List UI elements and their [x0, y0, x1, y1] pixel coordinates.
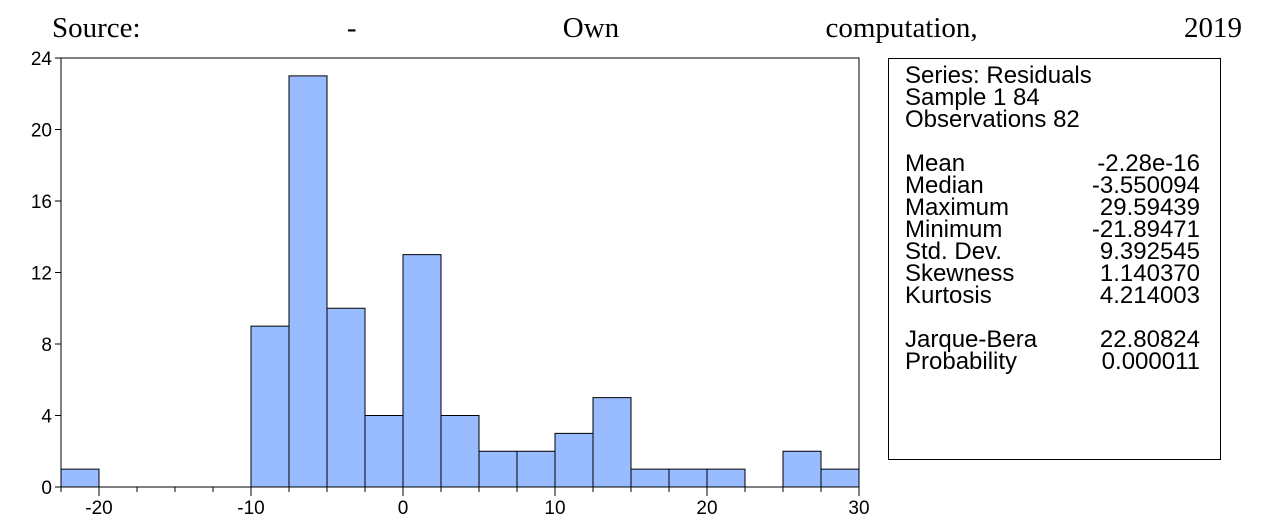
histogram-bar	[478, 450, 518, 488]
source-own: Own	[562, 11, 620, 44]
source-year: 2019	[1183, 11, 1242, 44]
y-tick-label: 16	[31, 192, 52, 213]
y-tick-label: 12	[31, 264, 52, 285]
stat-label: Skewness	[905, 260, 1015, 287]
stat-value: -3.550094	[1091, 172, 1200, 199]
stat-row: Skewness 1.140370	[905, 260, 1220, 287]
stat-row: Minimum -21.89471	[905, 216, 1220, 243]
y-tick-label: 8	[41, 335, 52, 356]
x-tick-label: -10	[237, 498, 264, 519]
histogram-bar	[592, 397, 632, 488]
histogram-bar	[820, 468, 860, 488]
histogram-bar	[706, 468, 746, 488]
x-tick-label: -20	[85, 498, 112, 519]
descriptive-statistics-box: Series: Residuals Sample 1 84 Observatio…	[888, 58, 1221, 460]
histogram-bar	[326, 307, 366, 488]
stat-label: Std. Dev.	[905, 238, 1002, 265]
stat-row: Maximum 29.59439	[905, 194, 1220, 221]
test-row: Probability 0.000011	[905, 348, 1220, 375]
stat-value: 9.392545	[1099, 238, 1200, 265]
test-label: Jarque-Bera	[905, 326, 1038, 353]
histogram-bar	[364, 415, 404, 488]
test-label: Probability	[905, 348, 1018, 375]
histogram-bar	[630, 468, 670, 488]
y-tick-label: 20	[31, 121, 52, 142]
histogram-bar	[60, 468, 100, 488]
histogram-bar	[668, 468, 708, 488]
y-tick-label: 4	[41, 407, 52, 428]
stats-tests: Jarque-Bera 22.80824 Probability 0.000011	[905, 326, 1220, 375]
source-computation: computation,	[825, 11, 978, 44]
stats-observations: Observations 82	[905, 106, 1080, 133]
histogram-bar	[554, 432, 594, 488]
stats-rows: Mean -2.28e-16 Median -3.550094 Maximum 29.59…	[905, 150, 1220, 309]
stats-series: Series: Residuals	[905, 62, 1092, 89]
test-row: Jarque-Bera 22.80824	[905, 326, 1220, 353]
stat-value: 1.140370	[1099, 260, 1200, 287]
x-tick-label: 0	[398, 498, 409, 519]
test-value: 0.000011	[1101, 348, 1200, 375]
x-tick-label: 20	[696, 498, 717, 519]
histogram-bar	[402, 254, 442, 488]
stat-row: Kurtosis 4.214003	[905, 282, 1220, 309]
source-line: Source: - Own computation, 2019	[52, 10, 1242, 46]
test-value: 22.80824	[1099, 326, 1200, 353]
histogram-bar	[440, 415, 480, 488]
stat-row: Std. Dev. 9.392545	[905, 238, 1220, 265]
stat-value: -2.28e-16	[1097, 150, 1200, 177]
y-tick-label: 0	[41, 478, 52, 499]
x-tick-label: 10	[544, 498, 565, 519]
stat-row: Median -3.550094	[905, 172, 1220, 199]
x-tick-label: 30	[848, 498, 869, 519]
source-dash: -	[346, 11, 357, 44]
stat-value: 4.214003	[1099, 282, 1200, 309]
stat-label: Maximum	[905, 194, 1010, 221]
stats-sample: Sample 1 84	[905, 84, 1040, 111]
stat-label: Kurtosis	[905, 282, 992, 309]
y-tick-label: 24	[31, 49, 53, 70]
source-label: Source:	[52, 11, 141, 44]
stat-value: 29.59439	[1099, 194, 1200, 221]
histogram-bar	[250, 325, 290, 488]
stat-row: Mean -2.28e-16	[905, 150, 1220, 177]
stat-label: Median	[905, 172, 984, 199]
stat-value: -21.89471	[1091, 216, 1200, 243]
stat-label: Mean	[905, 150, 966, 177]
stat-label: Minimum	[905, 216, 1003, 243]
histogram-bar	[782, 450, 822, 488]
histogram-bar	[288, 75, 328, 488]
histogram-bar	[516, 450, 556, 488]
